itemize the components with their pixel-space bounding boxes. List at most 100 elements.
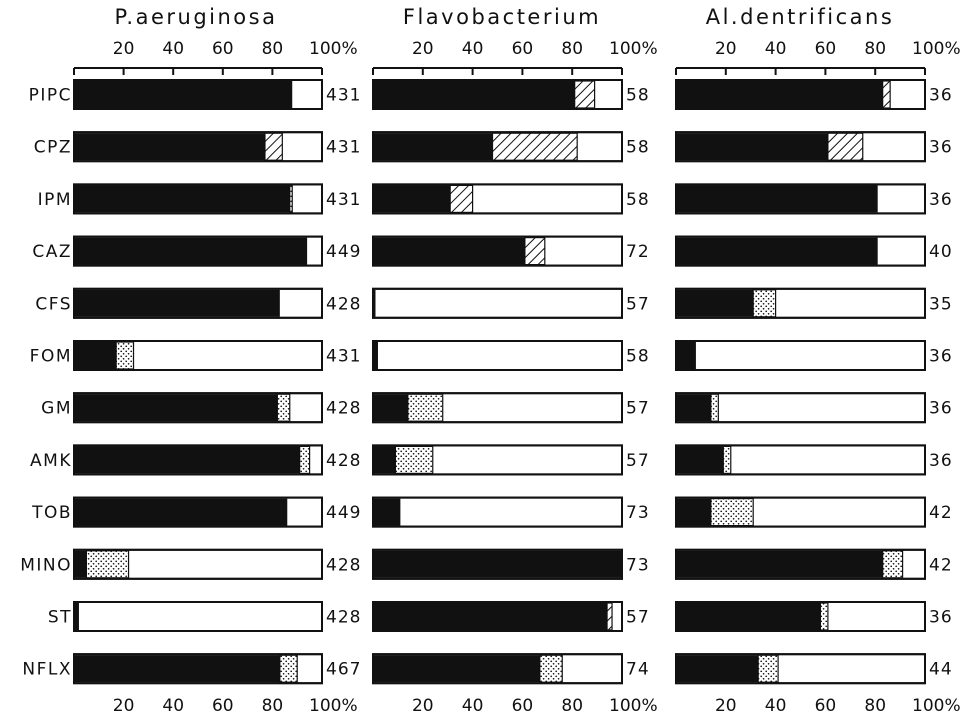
bar-segment-solid bbox=[676, 603, 821, 630]
sample-count: 57 bbox=[626, 608, 650, 628]
bar-segment-solid bbox=[373, 342, 378, 369]
bar-segment-solid bbox=[74, 237, 308, 265]
bar-border bbox=[675, 340, 926, 371]
panel-1: Flavobacterium 20 40 60 80 100% 20 40 60 80 100% 58… bbox=[372, 5, 658, 716]
bar-segment-solid bbox=[74, 133, 265, 161]
sample-count: 58 bbox=[626, 190, 650, 210]
drug-label: ST bbox=[48, 608, 72, 628]
sample-count: 40 bbox=[929, 242, 953, 262]
bar-row: 36 bbox=[675, 444, 952, 476]
bar-segment-hatched bbox=[574, 81, 595, 108]
sample-count: 431 bbox=[326, 138, 361, 158]
bar-row: 57 bbox=[372, 287, 649, 319]
bar-row: 72 bbox=[372, 235, 650, 267]
bottom-tick-label: 60 bbox=[512, 696, 534, 716]
bar-row: 58 bbox=[372, 340, 649, 371]
top-tick-label: 80 bbox=[864, 39, 886, 59]
drug-label: NFLX bbox=[22, 660, 72, 680]
sample-count: 428 bbox=[326, 294, 361, 314]
bar-border bbox=[372, 79, 623, 110]
top-tick-label: 100% bbox=[309, 39, 358, 59]
bottom-tick-label: 60 bbox=[815, 696, 837, 716]
bar-segment-solid bbox=[676, 394, 711, 422]
bottom-tick-label: 60 bbox=[212, 696, 234, 716]
bar-segment-solid bbox=[373, 394, 408, 422]
bar-row: 57 bbox=[372, 601, 650, 632]
sample-count: 72 bbox=[626, 242, 650, 262]
bar-row: 428 AMK bbox=[30, 444, 360, 476]
bar-border bbox=[73, 601, 323, 632]
top-tick-label: 80 bbox=[262, 39, 284, 59]
bar-border bbox=[73, 548, 323, 580]
bar-segment-stippled bbox=[277, 394, 290, 422]
drug-label: IPM bbox=[38, 190, 72, 210]
bar-segment-hatched bbox=[827, 133, 863, 161]
sample-count: 36 bbox=[929, 399, 953, 419]
bar-border bbox=[675, 601, 926, 632]
top-tick-label: 20 bbox=[113, 39, 135, 59]
bar-border bbox=[675, 79, 926, 110]
bar-border bbox=[675, 496, 926, 528]
sample-count: 58 bbox=[626, 138, 650, 158]
bar-segment-stippled bbox=[279, 655, 298, 683]
bar-segment-solid bbox=[373, 603, 608, 630]
drug-label: PIPC bbox=[29, 86, 72, 106]
top-tick-label: 40 bbox=[765, 39, 787, 59]
drug-label: FOM bbox=[30, 347, 72, 367]
bar-segment-solid bbox=[676, 289, 754, 317]
bar-segment-stippled bbox=[299, 446, 310, 474]
bar-row: 58 bbox=[372, 79, 649, 110]
bar-border bbox=[675, 392, 926, 424]
bar-segment-hatched bbox=[492, 133, 578, 161]
bar-row: 467 NFLX bbox=[22, 653, 360, 685]
bar-border bbox=[675, 653, 926, 685]
bar-border bbox=[73, 79, 323, 110]
bar-border bbox=[73, 496, 323, 528]
bar-segment-solid bbox=[373, 446, 396, 474]
bar-row: 428 GM bbox=[41, 392, 360, 424]
bottom-tick-label: 40 bbox=[162, 696, 184, 716]
bar-segment-stippled bbox=[116, 342, 134, 369]
bar-segment-solid bbox=[676, 185, 878, 213]
sample-count: 36 bbox=[929, 190, 953, 210]
bar-segment-solid bbox=[676, 237, 878, 265]
bottom-tick-label: 20 bbox=[715, 696, 737, 716]
bar-border bbox=[372, 444, 623, 476]
bar-border bbox=[675, 287, 926, 319]
bar-row: 36 bbox=[675, 131, 952, 163]
bar-row: 431 PIPC bbox=[29, 79, 360, 110]
bar-segment-stippled bbox=[820, 603, 828, 630]
drug-label: MINO bbox=[20, 555, 72, 575]
bar-row: 428 CFS bbox=[35, 287, 361, 319]
bar-row: 36 bbox=[675, 183, 953, 215]
bar-segment-solid bbox=[676, 498, 711, 526]
bar-segment-solid bbox=[676, 446, 724, 474]
bar-segment-hatched bbox=[607, 603, 613, 630]
sample-count: 73 bbox=[626, 555, 650, 575]
bar-row: 428 ST bbox=[48, 601, 360, 632]
panel-0: P.aeruginosa 20 40 60 80 100% 20 40 60 80 100% 431 P… bbox=[20, 5, 361, 716]
bar-segment-solid bbox=[373, 237, 525, 265]
top-tick-label: 40 bbox=[162, 39, 184, 59]
panel-title: Flavobacterium bbox=[403, 5, 601, 29]
bar-border bbox=[675, 235, 926, 267]
bar-segment-stippled bbox=[753, 289, 776, 317]
bar-border bbox=[372, 340, 623, 371]
sample-count: 42 bbox=[929, 555, 953, 575]
sample-count: 36 bbox=[929, 608, 953, 628]
bar-border bbox=[372, 496, 623, 528]
sample-count: 57 bbox=[626, 451, 650, 471]
drug-label: CPZ bbox=[34, 138, 72, 158]
bar-segment-stippled bbox=[710, 394, 719, 422]
bar-row: 36 bbox=[675, 79, 952, 110]
bar-segment-solid bbox=[74, 289, 280, 317]
sample-count: 42 bbox=[929, 503, 953, 523]
sample-count: 44 bbox=[929, 660, 953, 680]
bar-segment-solid bbox=[676, 655, 759, 683]
bar-segment-solid bbox=[74, 498, 288, 526]
bar-segment-stippled bbox=[539, 655, 563, 683]
top-tick-label: 100% bbox=[609, 39, 658, 59]
bar-segment-solid bbox=[373, 498, 401, 526]
bar-row: 73 bbox=[372, 496, 649, 528]
bar-frame bbox=[372, 496, 623, 528]
